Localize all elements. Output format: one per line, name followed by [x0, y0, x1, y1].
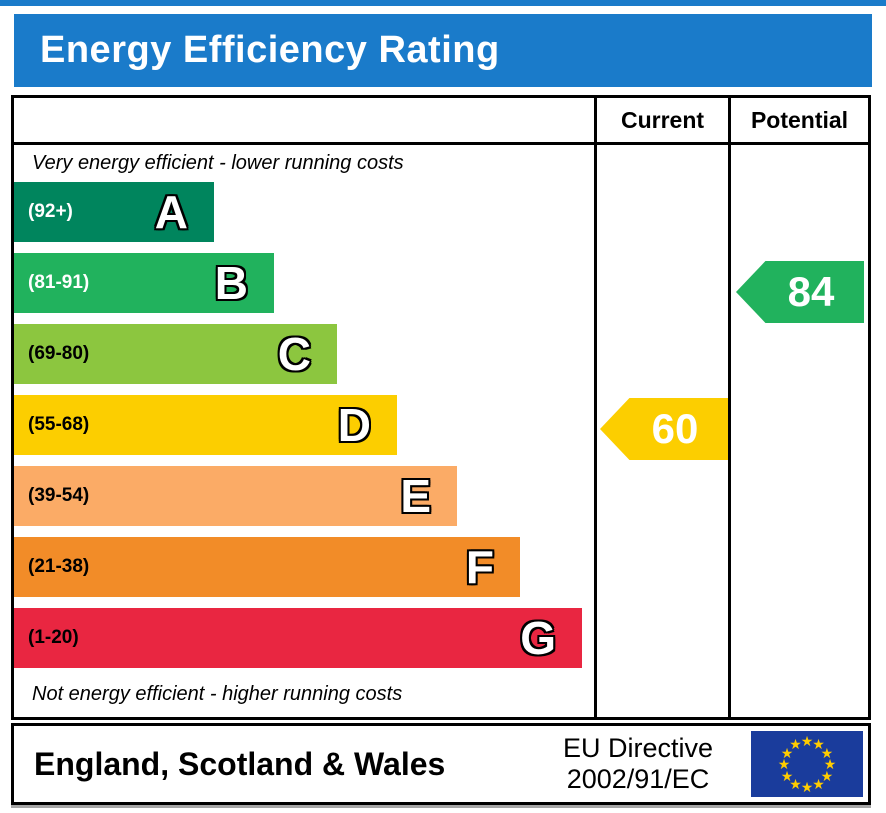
band-e: (39-54) E	[14, 466, 457, 526]
header-row-separator	[14, 142, 868, 145]
band-f-range-label: (21-38)	[28, 556, 90, 577]
eu-flag-star: ★	[800, 779, 814, 795]
eu-flag-star: ★	[812, 775, 825, 792]
band-b: (81-91) B	[14, 253, 274, 313]
eu-flag-star: ★	[777, 756, 791, 772]
page-title: Energy Efficiency Rating	[40, 29, 500, 71]
potential-column-header: Potential	[750, 107, 849, 133]
eu-flag-star: ★	[800, 733, 814, 749]
eu-flag-star: ★	[820, 767, 834, 784]
current-rating-arrow: 60	[600, 398, 728, 460]
eu-flag-star: ★	[812, 736, 825, 753]
rating-table: Current Potential Very energy efficient …	[11, 95, 871, 720]
eu-flag-star: ★	[789, 775, 802, 792]
band-c: (69-80) C	[14, 324, 337, 384]
band-g-letter: G	[520, 612, 556, 664]
potential-rating-value: 84	[787, 268, 835, 315]
current-rating-value: 60	[651, 405, 699, 452]
band-d: (55-68) D	[14, 395, 397, 455]
band-f-letter: F	[465, 541, 494, 593]
footer: England, Scotland & Wales EU Directive 2…	[11, 723, 871, 805]
current-column-divider	[594, 98, 597, 717]
eu-flag-star: ★	[780, 767, 794, 784]
band-a-letter: A	[154, 186, 188, 238]
top-note: Very energy efficient - lower running co…	[32, 152, 404, 174]
band-b-letter: B	[214, 257, 248, 309]
eu-directive-label: EU Directive 2002/91/EC	[538, 733, 738, 795]
eu-flag-star: ★	[780, 744, 794, 761]
band-b-range-label: (81-91)	[28, 272, 90, 293]
eu-directive-line2: 2002/91/EC	[566, 764, 710, 795]
band-f: (21-38) F	[14, 537, 520, 597]
bottom-note: Not energy efficient - higher running co…	[32, 683, 403, 705]
band-g: (1-20) G	[14, 608, 582, 668]
band-d-letter: D	[337, 399, 371, 451]
potential-rating-arrow: 84	[736, 261, 864, 323]
region-label: England, Scotland & Wales	[34, 746, 446, 782]
eu-directive-line1: EU Directive	[562, 733, 714, 763]
band-g-range-label: (1-20)	[28, 627, 79, 648]
band-a-range-label: (92+)	[28, 201, 73, 222]
eu-flag-icon: ★ ★ ★ ★ ★ ★ ★ ★ ★ ★ ★ ★	[751, 731, 863, 797]
band-a: (92+) A	[14, 182, 214, 242]
band-c-range-label: (69-80)	[28, 343, 90, 364]
band-c-letter: C	[277, 328, 311, 380]
current-column-header: Current	[620, 107, 705, 133]
eu-flag-star: ★	[789, 736, 802, 753]
eu-flag-star: ★	[820, 744, 834, 761]
band-d-range-label: (55-68)	[28, 414, 90, 435]
band-e-letter: E	[400, 470, 431, 522]
top-accent-strip	[0, 0, 886, 6]
page-header: Energy Efficiency Rating	[14, 14, 872, 87]
potential-column-divider	[728, 98, 731, 717]
band-e-range-label: (39-54)	[28, 485, 90, 506]
eu-flag-star: ★	[823, 756, 837, 772]
